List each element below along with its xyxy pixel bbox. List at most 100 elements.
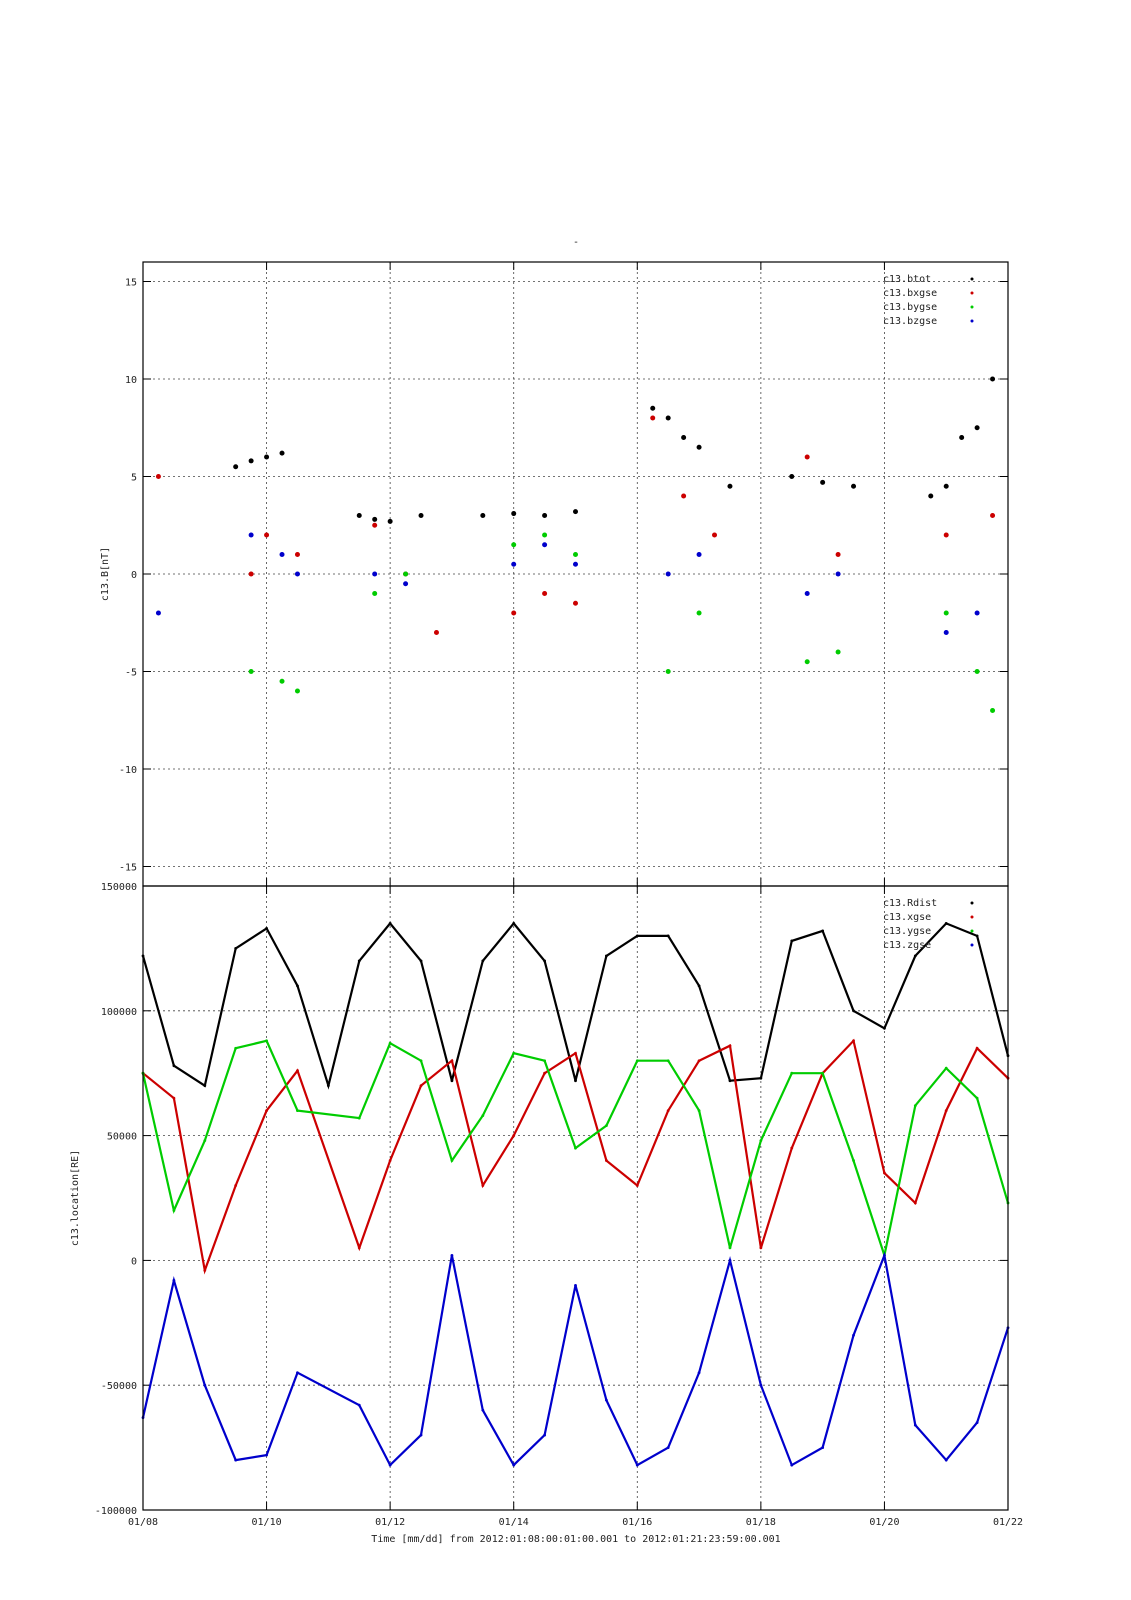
data-point bbox=[248, 532, 254, 538]
data-point bbox=[512, 1134, 516, 1137]
data-point bbox=[759, 1139, 763, 1142]
data-point bbox=[990, 708, 996, 713]
y-tick-label: 150000 bbox=[101, 882, 137, 893]
data-point bbox=[233, 464, 239, 470]
data-point bbox=[248, 669, 254, 674]
legend-marker bbox=[970, 305, 974, 309]
data-point bbox=[511, 561, 517, 567]
data-point bbox=[296, 984, 299, 988]
series-c13.btot bbox=[233, 376, 996, 524]
data-point bbox=[728, 1044, 732, 1048]
legend-marker bbox=[970, 901, 974, 905]
y-axis-label: c13.location[RE] bbox=[70, 1150, 81, 1246]
data-point bbox=[279, 450, 285, 456]
series-c13.bxgse bbox=[155, 415, 996, 635]
data-point bbox=[542, 542, 548, 548]
data-point bbox=[975, 1096, 979, 1100]
data-point bbox=[821, 929, 825, 933]
data-point bbox=[790, 939, 794, 943]
data-point bbox=[234, 1046, 238, 1050]
data-point bbox=[635, 934, 639, 938]
data-point bbox=[542, 532, 548, 538]
data-point bbox=[696, 444, 702, 450]
data-point bbox=[248, 571, 254, 577]
data-point bbox=[883, 1026, 886, 1030]
data-point bbox=[574, 1051, 577, 1055]
data-point bbox=[959, 435, 965, 440]
x-axis-label: Time [mm/dd] from 2012:01:08:00:01:00.00… bbox=[371, 1534, 780, 1545]
time-axis: 01/08 01/10 01/12 01/14 01/16 01/18 01/20 01/22 bbox=[128, 1517, 1023, 1528]
data-point bbox=[666, 934, 670, 938]
legend-marker bbox=[970, 929, 974, 933]
y-tick-label: -15 bbox=[119, 863, 137, 874]
data-point bbox=[296, 1069, 299, 1073]
magnetic-field-panel: 15 10 5 0 -5 -10 -15 c13.btot c13.bxgse c13.bygse… bbox=[100, 261, 1009, 887]
data-point bbox=[943, 483, 949, 489]
data-point bbox=[804, 591, 810, 596]
data-point bbox=[419, 1433, 423, 1437]
data-point bbox=[294, 688, 300, 694]
series-line bbox=[141, 1039, 1010, 1260]
data-point bbox=[512, 1463, 516, 1467]
data-point bbox=[697, 1059, 701, 1063]
x-tick-label: 01/20 bbox=[869, 1517, 899, 1528]
data-point bbox=[852, 1159, 855, 1162]
data-point bbox=[852, 1039, 855, 1043]
data-point bbox=[356, 513, 362, 518]
data-point bbox=[265, 1453, 268, 1457]
data-point bbox=[852, 1333, 855, 1337]
data-point bbox=[403, 571, 409, 577]
data-point bbox=[666, 1446, 670, 1449]
data-point bbox=[387, 518, 393, 524]
data-point bbox=[543, 1059, 547, 1063]
data-point bbox=[279, 678, 285, 684]
y-axis-label: c13.B[nT] bbox=[100, 547, 111, 601]
data-point bbox=[666, 1109, 670, 1113]
data-point bbox=[665, 571, 671, 577]
data-point bbox=[357, 1403, 361, 1407]
data-point bbox=[543, 1433, 547, 1437]
data-point bbox=[665, 415, 671, 421]
data-point bbox=[481, 1114, 485, 1118]
x-tick-label: 01/08 bbox=[128, 1517, 158, 1528]
data-point bbox=[172, 1278, 176, 1282]
data-point bbox=[697, 1371, 701, 1375]
data-point bbox=[511, 511, 517, 517]
data-point bbox=[759, 1383, 763, 1387]
data-point bbox=[728, 1246, 732, 1250]
data-point bbox=[820, 479, 826, 485]
x-tick-label: 01/22 bbox=[993, 1517, 1023, 1528]
data-point bbox=[573, 509, 578, 515]
data-point bbox=[264, 532, 270, 538]
data-point bbox=[727, 483, 733, 489]
data-point bbox=[681, 435, 687, 440]
y-tick-label: 0 bbox=[131, 1256, 137, 1267]
x-tick-label: 01/18 bbox=[746, 1517, 776, 1528]
data-point bbox=[974, 669, 980, 674]
data-point bbox=[913, 1201, 917, 1205]
data-point bbox=[450, 1159, 454, 1162]
data-point bbox=[419, 959, 423, 963]
y-tick-label: 15 bbox=[125, 278, 137, 289]
data-point bbox=[604, 1124, 608, 1128]
data-point bbox=[326, 1084, 330, 1088]
data-point bbox=[835, 552, 841, 557]
data-point bbox=[172, 1064, 176, 1068]
data-point bbox=[234, 1184, 238, 1187]
data-point bbox=[943, 610, 949, 616]
y-tick-label: 100000 bbox=[101, 1007, 137, 1018]
data-point bbox=[696, 552, 702, 557]
data-point bbox=[943, 630, 949, 635]
data-point bbox=[481, 1408, 485, 1412]
data-point bbox=[790, 1463, 794, 1467]
legend-label: c13.Rdist bbox=[883, 898, 937, 909]
data-point bbox=[789, 474, 795, 479]
data-point bbox=[542, 513, 548, 518]
data-point bbox=[512, 1051, 516, 1055]
data-point bbox=[913, 1423, 917, 1427]
data-point bbox=[372, 571, 378, 577]
y-tick-label: 0 bbox=[131, 570, 137, 581]
data-point bbox=[604, 1398, 608, 1402]
data-point bbox=[542, 591, 548, 596]
